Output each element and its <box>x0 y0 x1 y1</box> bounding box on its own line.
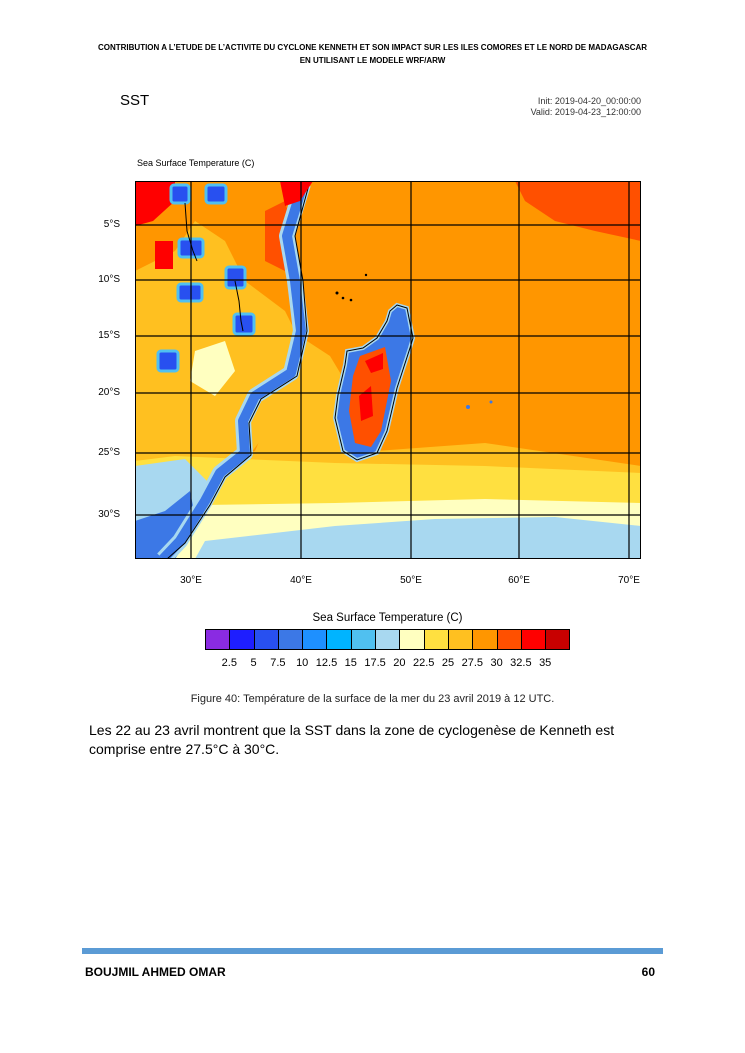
lon-label: 40°E <box>290 575 312 586</box>
africa-coastal-cold <box>159 182 308 559</box>
colorbar-swatch <box>424 630 449 649</box>
running-header-line1: CONTRIBUTION A L’ETUDE DE L’ACTIVITE DU … <box>97 43 648 52</box>
hot-patch-n <box>280 181 313 206</box>
lat-label: 5°S <box>103 219 120 230</box>
body-paragraph: Les 22 au 23 avril montrent que la SST d… <box>89 722 615 757</box>
africa-coastline <box>166 181 311 559</box>
comoros-islands <box>335 273 493 409</box>
valid-time: Valid: 2019-04-23_12:00:00 <box>530 107 641 117</box>
map-frame <box>135 181 641 559</box>
colorbar-tick-label: 10 <box>296 657 309 669</box>
lon-label: 70°E <box>618 575 640 586</box>
lon-label: 30°E <box>180 575 202 586</box>
lat-label: 30°S <box>98 509 120 520</box>
lat-label: 20°S <box>98 387 120 398</box>
hot-patch-w <box>155 241 173 269</box>
colorbar-tick-label: 22.5 <box>412 657 435 669</box>
madagascar-hot-north <box>365 353 383 373</box>
colorbar-tick-label: 30 <box>490 657 503 669</box>
colorbar-swatch <box>327 630 352 649</box>
colorbar-swatch <box>303 630 328 649</box>
lake-tanganyika <box>184 202 198 262</box>
colorbar-tick-label: 25 <box>441 657 455 669</box>
lat-label: 10°S <box>98 274 120 285</box>
colorbar-tick-label: 20 <box>393 657 406 669</box>
colorbar-tick-label: 7.5 <box>270 657 286 669</box>
lake-cold-cells <box>156 183 256 373</box>
colorbar-swatch <box>206 630 231 649</box>
colorbar-tick-label: 5 <box>250 657 257 669</box>
lon-label: 60°E <box>508 575 530 586</box>
colorbar-swatch <box>254 630 279 649</box>
sst-map <box>135 181 641 559</box>
figure-caption: Figure 40: Température de la surface de … <box>190 693 555 705</box>
hot-patch-nw <box>135 181 175 226</box>
page-number: 60 <box>641 965 655 979</box>
lat-label: 25°S <box>98 447 120 458</box>
colorbar-tick-label: 27.5 <box>461 657 483 669</box>
init-time: Init: 2019-04-20_00:00:00 <box>537 96 641 106</box>
colorbar-tick-label: 35 <box>539 657 552 669</box>
colorbar-tick-label: 17.5 <box>364 657 386 669</box>
lat-label: 15°S <box>98 330 120 341</box>
colorbar-title: Sea Surface Temperature (C) <box>312 612 463 624</box>
running-header-line2: EN UTILISANT LE MODELE WRF/ARW <box>299 56 446 65</box>
colorbar-swatch <box>473 630 498 649</box>
colorbar-tick-label: 12.5 <box>315 657 338 669</box>
colorbar-swatch <box>521 630 547 649</box>
band-20 <box>195 517 641 559</box>
colorbar-swatch <box>400 630 425 649</box>
map-grid <box>135 181 641 559</box>
channel-region <box>135 341 641 481</box>
footer-author: BOUJMIL AHMED OMAR <box>85 965 226 979</box>
field-label: Sea Surface Temperature (C) <box>137 158 255 168</box>
figure-title: SST <box>120 92 150 109</box>
footer-rule <box>82 948 663 954</box>
colorbar-tick-label: 15 <box>344 657 357 669</box>
colorbar-swatch <box>278 630 304 649</box>
colorbar-swatch <box>546 630 570 649</box>
colorbar-swatch <box>448 630 474 649</box>
colorbar-swatch <box>497 630 522 649</box>
lake-malawi <box>234 280 244 332</box>
warm-patch-east <box>515 181 641 241</box>
colorbar-swatch <box>230 630 255 649</box>
colorbar <box>205 629 571 650</box>
lon-label: 50°E <box>400 575 422 586</box>
colorbar-swatch <box>376 630 401 649</box>
colorbar-swatch <box>351 630 377 649</box>
colorbar-tick-label: 32.5 <box>510 657 532 669</box>
madagascar-hot-central <box>359 386 373 421</box>
colorbar-tick-label: 2.5 <box>221 657 237 669</box>
cool-patch-land <box>190 341 235 396</box>
